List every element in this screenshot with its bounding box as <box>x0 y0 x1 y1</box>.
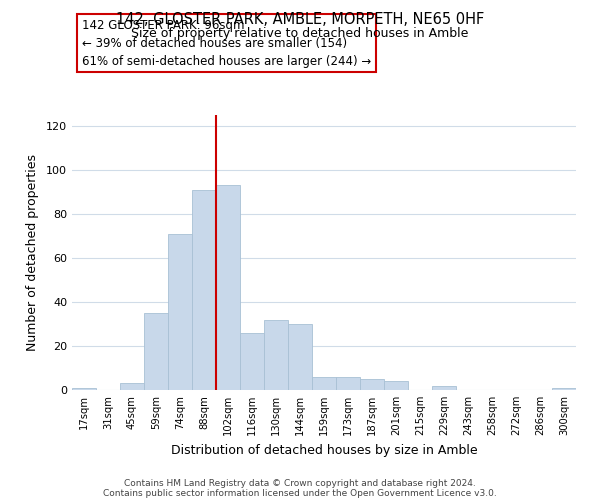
Text: Contains HM Land Registry data © Crown copyright and database right 2024.: Contains HM Land Registry data © Crown c… <box>124 478 476 488</box>
Bar <box>216 186 240 390</box>
Bar <box>432 386 456 390</box>
Text: Contains public sector information licensed under the Open Government Licence v3: Contains public sector information licen… <box>103 488 497 498</box>
Bar <box>240 333 264 390</box>
Bar <box>192 190 216 390</box>
Text: 142, GLOSTER PARK, AMBLE, MORPETH, NE65 0HF: 142, GLOSTER PARK, AMBLE, MORPETH, NE65 … <box>116 12 484 28</box>
Text: 142 GLOSTER PARK: 96sqm
← 39% of detached houses are smaller (154)
61% of semi-d: 142 GLOSTER PARK: 96sqm ← 39% of detache… <box>82 18 371 68</box>
X-axis label: Distribution of detached houses by size in Amble: Distribution of detached houses by size … <box>170 444 478 456</box>
Bar <box>120 384 144 390</box>
Bar <box>144 313 168 390</box>
Bar <box>312 377 336 390</box>
Bar <box>264 320 288 390</box>
Bar <box>72 388 96 390</box>
Y-axis label: Number of detached properties: Number of detached properties <box>26 154 39 351</box>
Bar <box>336 377 360 390</box>
Bar <box>384 381 408 390</box>
Bar <box>552 388 576 390</box>
Bar <box>168 234 192 390</box>
Bar <box>288 324 312 390</box>
Bar <box>360 379 384 390</box>
Text: Size of property relative to detached houses in Amble: Size of property relative to detached ho… <box>131 28 469 40</box>
